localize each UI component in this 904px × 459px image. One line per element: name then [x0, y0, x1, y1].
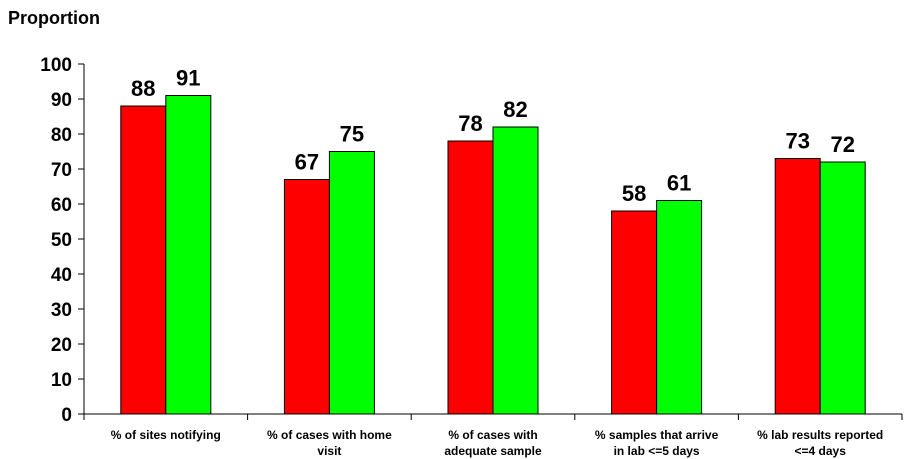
category-label: % lab results reported <=4 days — [757, 428, 883, 458]
y-tick-label: 100 — [40, 55, 72, 76]
y-axis-label: Proportion — [8, 8, 100, 28]
category-label-line: adequate sample — [444, 444, 542, 458]
data-label: 72 — [830, 132, 854, 157]
category-label: % of cases with adequate sample — [444, 428, 542, 458]
y-axis-ticks: 0 10 20 30 40 50 60 70 80 90 100 — [40, 55, 84, 426]
data-label: 91 — [176, 66, 200, 91]
category-label-line: % of cases with home — [267, 428, 392, 442]
bar — [447, 140, 494, 415]
data-label: 75 — [340, 122, 364, 147]
x-axis-ticks — [83, 414, 903, 420]
data-label: 58 — [622, 181, 646, 206]
category-label-line: % lab results reported — [757, 428, 883, 442]
bar — [328, 151, 375, 415]
data-label: 73 — [785, 129, 809, 154]
data-label: 61 — [667, 171, 691, 196]
bar — [819, 161, 866, 415]
category-label-line: % of sites notifying — [111, 428, 221, 442]
bar — [611, 210, 658, 415]
category-label-line: in lab <=5 days — [614, 444, 700, 458]
data-label: 82 — [503, 97, 527, 122]
y-tick-label: 50 — [51, 230, 72, 251]
y-tick-label: 20 — [51, 335, 72, 356]
bar — [492, 126, 539, 415]
y-tick-label: 90 — [51, 90, 72, 111]
category-label: % of cases with home visit — [267, 428, 392, 458]
bar — [283, 179, 330, 415]
bar — [165, 95, 212, 415]
bar — [120, 105, 167, 415]
category-label-line: visit — [317, 444, 341, 458]
y-tick-label: 30 — [51, 300, 72, 321]
y-tick-label: 60 — [51, 195, 72, 216]
bar — [656, 200, 703, 415]
y-tick-label: 0 — [61, 405, 72, 426]
axes — [83, 64, 902, 415]
data-labels: 88 91 67 75 78 82 58 61 73 72 — [131, 66, 855, 207]
y-tick-label: 10 — [51, 370, 72, 391]
data-label: 78 — [458, 111, 482, 136]
category-label: % of sites notifying — [111, 428, 221, 442]
y-tick-label: 70 — [51, 160, 72, 181]
data-label: 88 — [131, 76, 155, 101]
category-label-line: % samples that arrive — [595, 428, 719, 442]
data-label: 67 — [295, 150, 319, 175]
y-tick-label: 40 — [51, 265, 72, 286]
bar — [774, 158, 821, 415]
category-label-line: % of cases with — [448, 428, 537, 442]
category-label: % samples that arrive in lab <=5 days — [595, 428, 719, 458]
bars — [120, 95, 866, 415]
y-tick-label: 80 — [51, 125, 72, 146]
category-labels: % of sites notifying % of cases with home… — [111, 428, 883, 458]
category-label-line: <=4 days — [795, 444, 847, 458]
